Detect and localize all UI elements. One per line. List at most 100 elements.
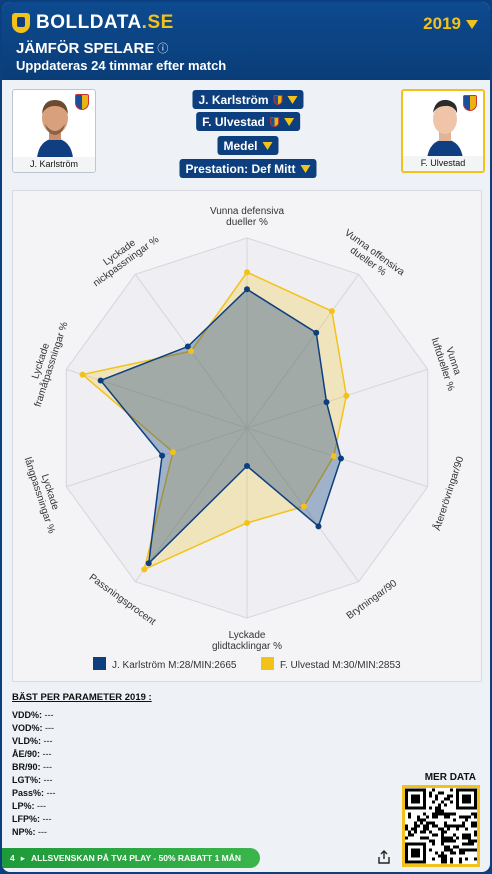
data-point [330,453,337,460]
year-label: 2019 [423,14,461,33]
axis-label: Vunnaluftdueller % [429,333,467,393]
data-point [328,308,335,315]
mode-selector[interactable]: Medel [217,136,279,155]
data-point [79,371,86,378]
best-value: --- [35,827,48,837]
best-key: VDD%: [12,710,43,720]
axis-label-text: Lyckadeframåtpassningar % [22,317,70,408]
player-photo-2 [421,95,469,159]
data-point [188,348,195,355]
dropdown-triangle-icon [300,164,311,173]
promo-banner[interactable]: 4 ▸ ALLSVENSKAN PÅ TV4 PLAY - 50% RABATT… [2,848,260,868]
year-selector[interactable]: 2019 [423,14,478,34]
dropdown-triangle-icon [262,141,273,150]
grid-spoke [66,427,248,488]
best-row: VDD%: --- [12,709,312,722]
player-photo-1 [31,94,79,158]
axis-label: Lyckade glidtacklingar % [212,630,282,652]
logo-text: BOLLDATA [36,12,142,33]
axis-label: Lyckadeframåtpassningar % [22,317,70,408]
best-row: LP%: --- [12,800,312,813]
best-value: --- [40,762,53,772]
data-point [97,377,104,384]
best-value: --- [44,788,56,798]
best-title: BÄST PER PARAMETER 2019 : [12,692,152,703]
player-card-1[interactable]: J. Karlström [12,89,96,173]
more-data-label: MER DATA [424,772,476,783]
data-point [169,449,176,456]
data-point [313,329,320,336]
best-key: NP%: [12,827,36,837]
axis-label-text: Lyckadelångpassningar % [22,453,68,536]
data-point [244,520,250,526]
share-icon[interactable] [377,850,391,864]
axis-label-text: Vunnaluftdueller % [429,333,467,392]
best-value: --- [40,814,52,824]
axis-label: Återerövringar/90 [430,454,466,532]
team-badge-icon [273,94,283,105]
best-row: VLD%: --- [12,735,312,748]
best-row: LFP%: --- [12,813,312,826]
dropdown-triangle-icon [287,95,298,104]
play-icon: ▸ [20,852,26,863]
best-row: ÅE/90: --- [12,748,312,761]
legend-label: J. Karlström M:28/MIN:2665 [112,660,237,671]
promo-text: ALLSVENSKAN PÅ TV4 PLAY - 50% RABATT 1 M… [31,853,242,863]
legend-swatch [93,657,106,670]
page-title: JÄMFÖR SPELARE ⓘ [16,40,169,57]
grid-spoke [246,368,428,429]
player-card-2[interactable]: F. Ulvestad [401,89,485,173]
best-row: VOD%: --- [12,722,312,735]
best-key: VOD%: [12,723,43,733]
best-value: --- [42,723,55,733]
best-key: LP%: [12,801,35,811]
data-point [159,452,166,459]
axis-label: Lyckadelångpassningar % [22,453,68,536]
best-row: BR/90: --- [12,761,312,774]
best-value: --- [34,801,46,811]
logo-suffix: .SE [141,12,174,33]
header: BOLLDATA.SE 2019 JÄMFÖR SPELARE ⓘ Uppdate… [2,2,490,80]
best-value: --- [40,749,52,759]
team-badge-icon [75,94,89,110]
grid-spoke [66,368,248,429]
player-name-2: F. Ulvestad [403,156,483,171]
data-point [337,455,344,462]
qr-code-icon [405,788,477,864]
best-value: --- [42,710,54,720]
data-point [244,463,250,469]
best-key: ÅE/90: [12,749,41,759]
info-icon[interactable]: ⓘ [157,43,169,55]
best-row: LGT%: --- [12,774,312,787]
team-badge-icon [269,116,279,127]
best-row: Pass%: --- [12,787,312,800]
legend-swatch [261,657,274,670]
preset-selector[interactable]: Prestation: Def Mitt [179,159,317,178]
data-point [141,566,148,573]
best-key: LFP%: [12,814,40,824]
data-point [343,392,350,399]
grid-spoke [134,427,248,583]
axis-label: Vunna defensiva dueller % [210,206,285,228]
best-key: Pass%: [12,788,45,798]
axis-label: Brytningar/90 [345,578,400,622]
data-point [244,269,250,276]
best-key: BR/90: [12,762,41,772]
player-1-selector[interactable]: J. Karlström [192,90,304,109]
axis-label-text: Lyckade glidtacklingar % [212,630,282,652]
best-per-parameter: BÄST PER PARAMETER 2019 : VDD%: --- VOD%:… [12,692,312,839]
data-point [244,286,250,293]
qr-code[interactable] [402,785,480,867]
selector-group: J. Karlström F. Ulvestad Medel Prestatio… [2,90,490,180]
promo-number: 4 [10,853,15,863]
chart-panel: Vunna defensiva dueller % Vunna offensivad… [12,190,482,682]
best-row: NP%: --- [12,826,312,839]
best-key: VLD%: [12,736,41,746]
logo[interactable]: BOLLDATA.SE [12,12,174,34]
player-name-1: J. Karlström [13,157,95,172]
data-point [145,560,152,567]
player-2-selector[interactable]: F. Ulvestad [196,112,300,131]
dropdown-triangle-icon [466,19,478,29]
axis-label-text: Återerövringar/90 [430,454,466,532]
